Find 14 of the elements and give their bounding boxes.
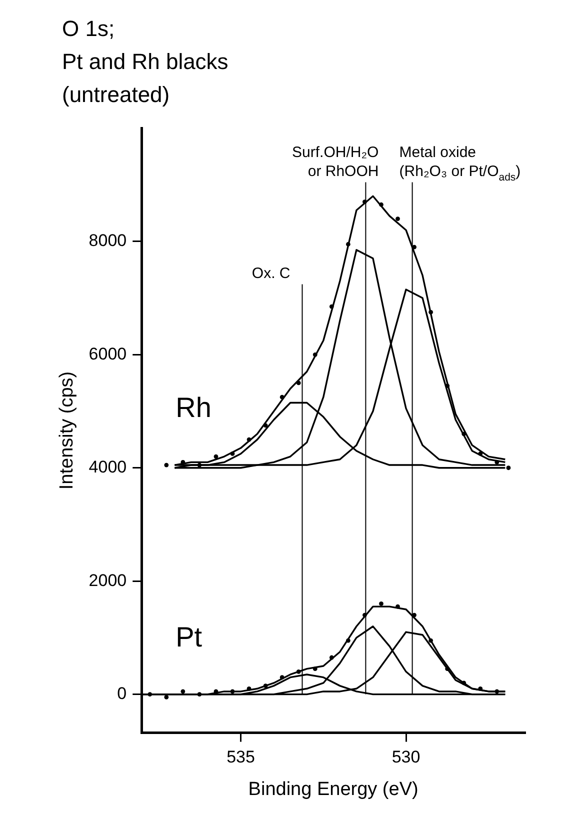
x-tick-label: 530 bbox=[392, 748, 420, 767]
series-label: Pt bbox=[176, 621, 202, 652]
y-tick-label: 4000 bbox=[88, 458, 127, 477]
y-tick-label: 2000 bbox=[88, 570, 127, 590]
x-tick-label: 535 bbox=[226, 748, 255, 767]
y-tick-label: 6000 bbox=[88, 344, 127, 364]
y-tick-label: 8000 bbox=[88, 231, 127, 250]
series-label: Rh bbox=[176, 392, 212, 424]
ref-line-label: Surf.OH/H₂O or RhOOH bbox=[292, 144, 379, 180]
x-axis-title: Binding Energy (eV) bbox=[248, 778, 418, 800]
y-tick-label: 0 bbox=[117, 684, 127, 703]
ref-line-label: Ox. C bbox=[252, 265, 290, 282]
y-axis-title: Intensity (cps) bbox=[56, 371, 78, 490]
chart-title: O 1s; Pt and Rh blacks (untreated) bbox=[62, 15, 228, 109]
